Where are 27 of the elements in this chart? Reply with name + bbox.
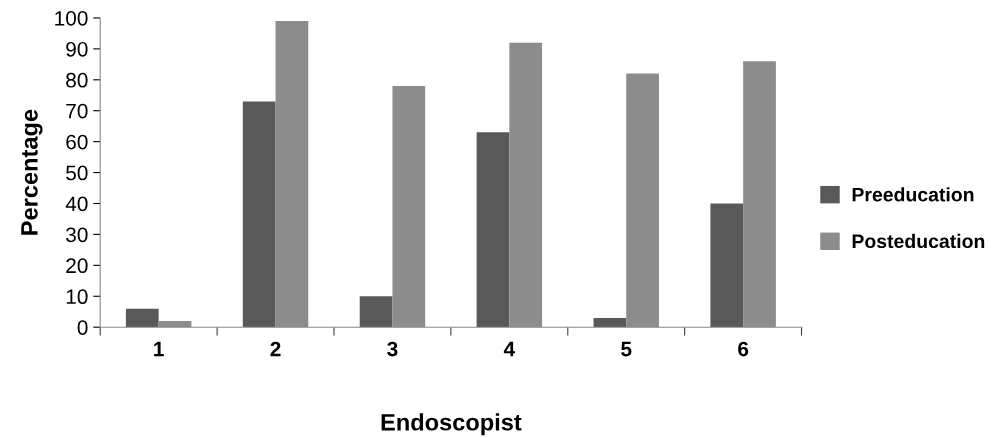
y-tick-label: 10 <box>66 289 88 305</box>
x-tick-label: 3 <box>387 341 398 357</box>
y-tick-label: 90 <box>66 41 88 57</box>
x-axis-title: Endoscopist <box>381 413 522 436</box>
y-tick-label: 40 <box>65 196 88 212</box>
legend-label: Posteducation <box>852 233 985 249</box>
y-axis-title: Percentage <box>21 109 43 235</box>
x-tick-label: 2 <box>270 341 281 357</box>
x-tick-label: 4 <box>503 341 516 357</box>
y-tick-label: 0 <box>77 320 88 335</box>
bar <box>710 203 744 328</box>
y-tick-label: 100 <box>55 10 88 26</box>
legend-label: Preeducation <box>852 187 974 202</box>
y-tick-label: 60 <box>66 134 88 150</box>
y-tick-label: 20 <box>66 258 88 274</box>
y-tick-label: 70 <box>66 103 88 119</box>
x-tick-label: 6 <box>738 341 749 357</box>
x-tick-label: 1 <box>154 341 164 357</box>
bar <box>242 101 276 328</box>
bar <box>593 317 627 328</box>
y-tick-label: 80 <box>66 72 88 88</box>
x-tick-label: 5 <box>621 341 632 357</box>
y-tick-label: 30 <box>66 227 88 243</box>
bar <box>125 308 159 328</box>
y-tick-label: 50 <box>66 165 88 181</box>
bar <box>359 296 393 328</box>
bar <box>476 132 510 328</box>
